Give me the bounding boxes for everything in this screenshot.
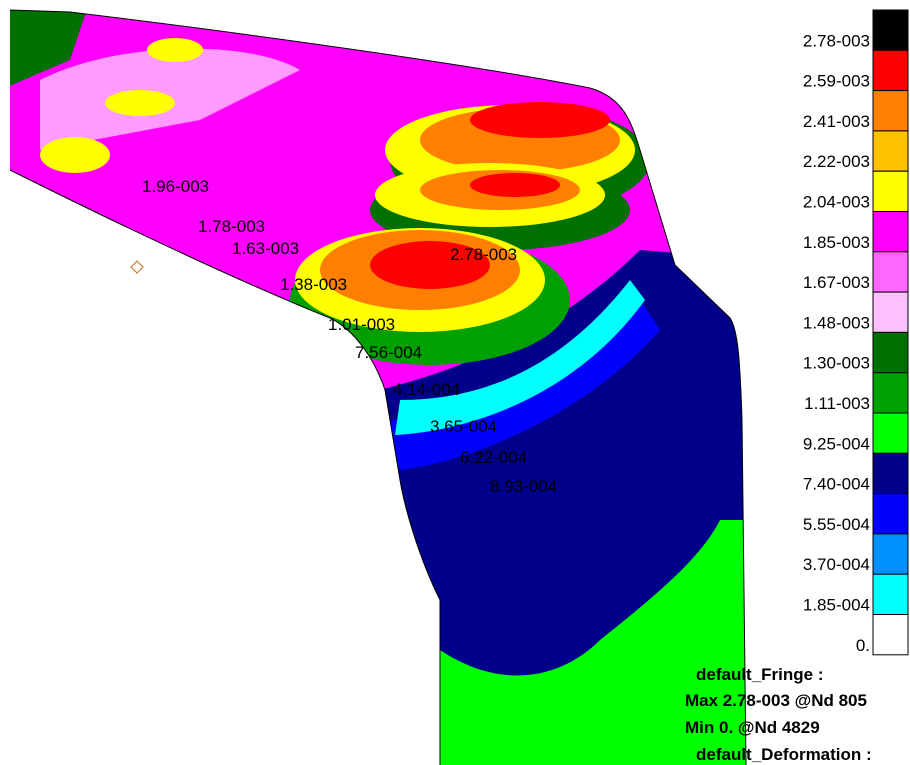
legend-swatch [872,291,909,333]
legend-label: 1.67-003 [803,273,870,292]
legend-label: 7.40-004 [803,475,870,494]
legend-label: 2.04-003 [803,193,870,212]
contour-label: 7.56-004 [355,343,422,362]
legend-swatch [872,170,909,212]
node-marker [130,260,144,274]
contour-label: 8.93-004 [490,477,557,496]
part-outline [9,9,747,765]
legend-swatch [872,130,909,172]
contour-label: 1.96-003 [142,177,209,196]
legend-label: 3.70-004 [803,555,870,574]
info-line: Max 2.78-003 @Nd 805 [685,691,867,710]
legend-label: 1.11-003 [804,394,870,413]
contour-label: 2.78-003 [450,245,517,264]
legend-swatch [872,372,909,414]
part-mesh [10,10,746,765]
legend-label: 2.59-003 [803,72,870,91]
legend-label: 1.85-004 [803,596,870,615]
legend-label: 9.25-004 [803,434,870,453]
contour-label: 1.63-003 [232,239,299,258]
legend-label: 5.55-004 [803,515,870,534]
legend-label: 2.22-003 [803,152,870,171]
legend-swatch [872,573,909,616]
contour-label: 1.78-003 [198,217,265,236]
info-line: Min 0. @Nd 4829 [685,718,820,737]
legend-swatch [872,452,909,495]
legend-swatch [872,493,909,535]
legend-swatch [872,251,909,293]
contour-label: 4.14-004 [393,380,460,399]
legend-label: 2.41-003 [803,112,870,131]
legend-swatch [872,49,909,92]
legend-swatch [872,533,909,575]
legend-label: 1.85-003 [803,233,870,252]
legend-label: 2.78-003 [803,31,870,50]
contour-label: 3.65-004 [430,417,497,436]
color-legend: 2.78-003 2.59-003 2.41-003 2.22-003 2.04-003… [803,9,909,656]
legend-label: 1.48-003 [803,313,870,332]
legend-swatch [872,412,909,454]
info-line: default_Fringe : [696,665,824,684]
info-line: default_Deformation : [696,745,872,764]
contour-label: 1.01-003 [328,315,395,334]
legend-swatch [872,9,909,51]
contour-label: 6.22-004 [460,448,527,467]
legend-label: 1.30-003 [803,354,870,373]
legend-swatch [872,331,909,374]
legend-swatch [872,90,909,132]
legend-label: 0. [856,636,870,655]
contour-label: 1.38-003 [280,275,347,294]
legend-swatch [872,614,909,656]
legend-swatch [872,211,909,253]
